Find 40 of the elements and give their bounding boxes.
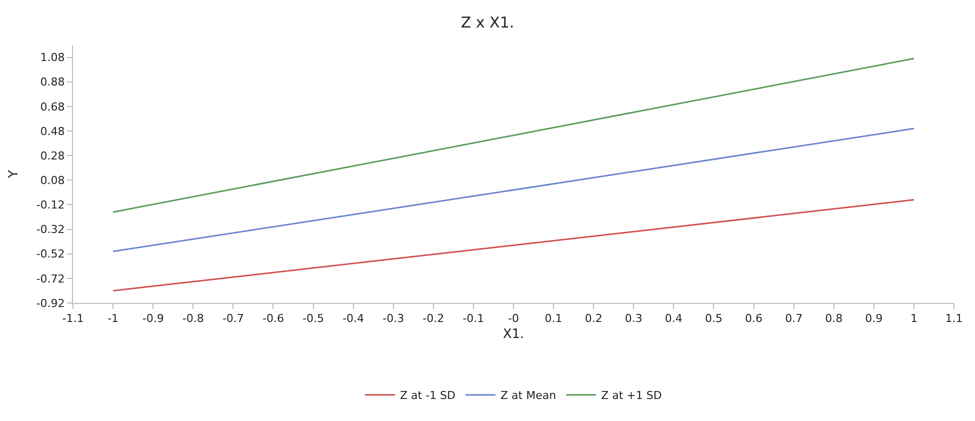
x-tick-label: -0.6 [262, 312, 284, 326]
y-tick-label: 0.48 [40, 124, 65, 138]
x-tick-label: 0.2 [584, 312, 602, 326]
x-tick-label: 0.5 [704, 312, 722, 326]
x-tick-label: 0.7 [785, 312, 803, 326]
x-tick-label: -0.7 [222, 312, 244, 326]
y-tick-label: -0.92 [36, 296, 65, 310]
x-tick-label: -0.4 [342, 312, 364, 326]
y-tick-label: -0.52 [36, 248, 65, 261]
x-tick-label: -1 [108, 312, 119, 326]
x-tick-label: 0.8 [825, 312, 843, 326]
x-tick-label: -0.9 [142, 312, 164, 326]
x-tick-label: -0.5 [302, 312, 324, 326]
y-tick-label: 0.08 [40, 174, 65, 187]
x-tick-label: 0.1 [544, 312, 562, 326]
x-tick-label: -0.8 [182, 312, 204, 326]
legend-label: Z at +1 SD [601, 389, 662, 402]
y-axis-title: Y [6, 170, 22, 179]
legend-label: Z at -1 SD [400, 389, 456, 402]
x-tick-label: 1 [910, 312, 918, 326]
x-tick-label: -0.2 [422, 312, 444, 326]
y-tick-label: 0.68 [40, 100, 65, 114]
x-tick-label: 0.9 [865, 312, 883, 326]
x-tick-label: -1.1 [62, 312, 84, 326]
x-tick-label: -0.1 [462, 312, 484, 326]
y-tick-label: 1.08 [40, 51, 65, 64]
x-tick-label: -0.3 [382, 312, 404, 326]
y-tick-label: 0.88 [40, 76, 65, 89]
x-tick-label: 0.4 [664, 312, 682, 326]
x-axis-title: X1. [502, 326, 524, 342]
x-tick-label: -0 [508, 312, 519, 326]
legend-label: Z at Mean [500, 389, 556, 402]
x-tick-label: 1.1 [945, 312, 963, 326]
x-tick-label: 0.3 [624, 312, 642, 326]
y-tick-label: -0.12 [36, 198, 65, 212]
x-tick-label: 0.6 [745, 312, 763, 326]
y-tick-label: -0.32 [36, 223, 65, 236]
y-tick-label: -0.72 [36, 272, 65, 286]
chart-title: Z x X1. [460, 13, 514, 32]
y-tick-label: 0.28 [40, 149, 65, 162]
